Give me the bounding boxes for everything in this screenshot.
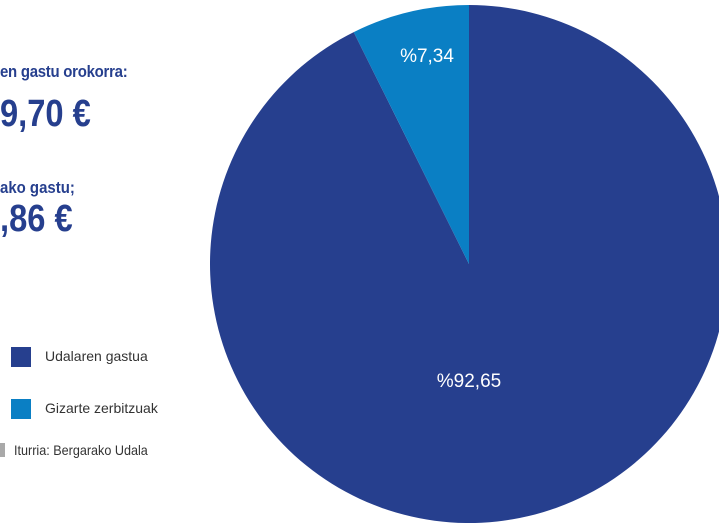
pie-slice-label: %92,65 — [437, 371, 501, 392]
pie-slice-label: %7,34 — [400, 46, 454, 67]
